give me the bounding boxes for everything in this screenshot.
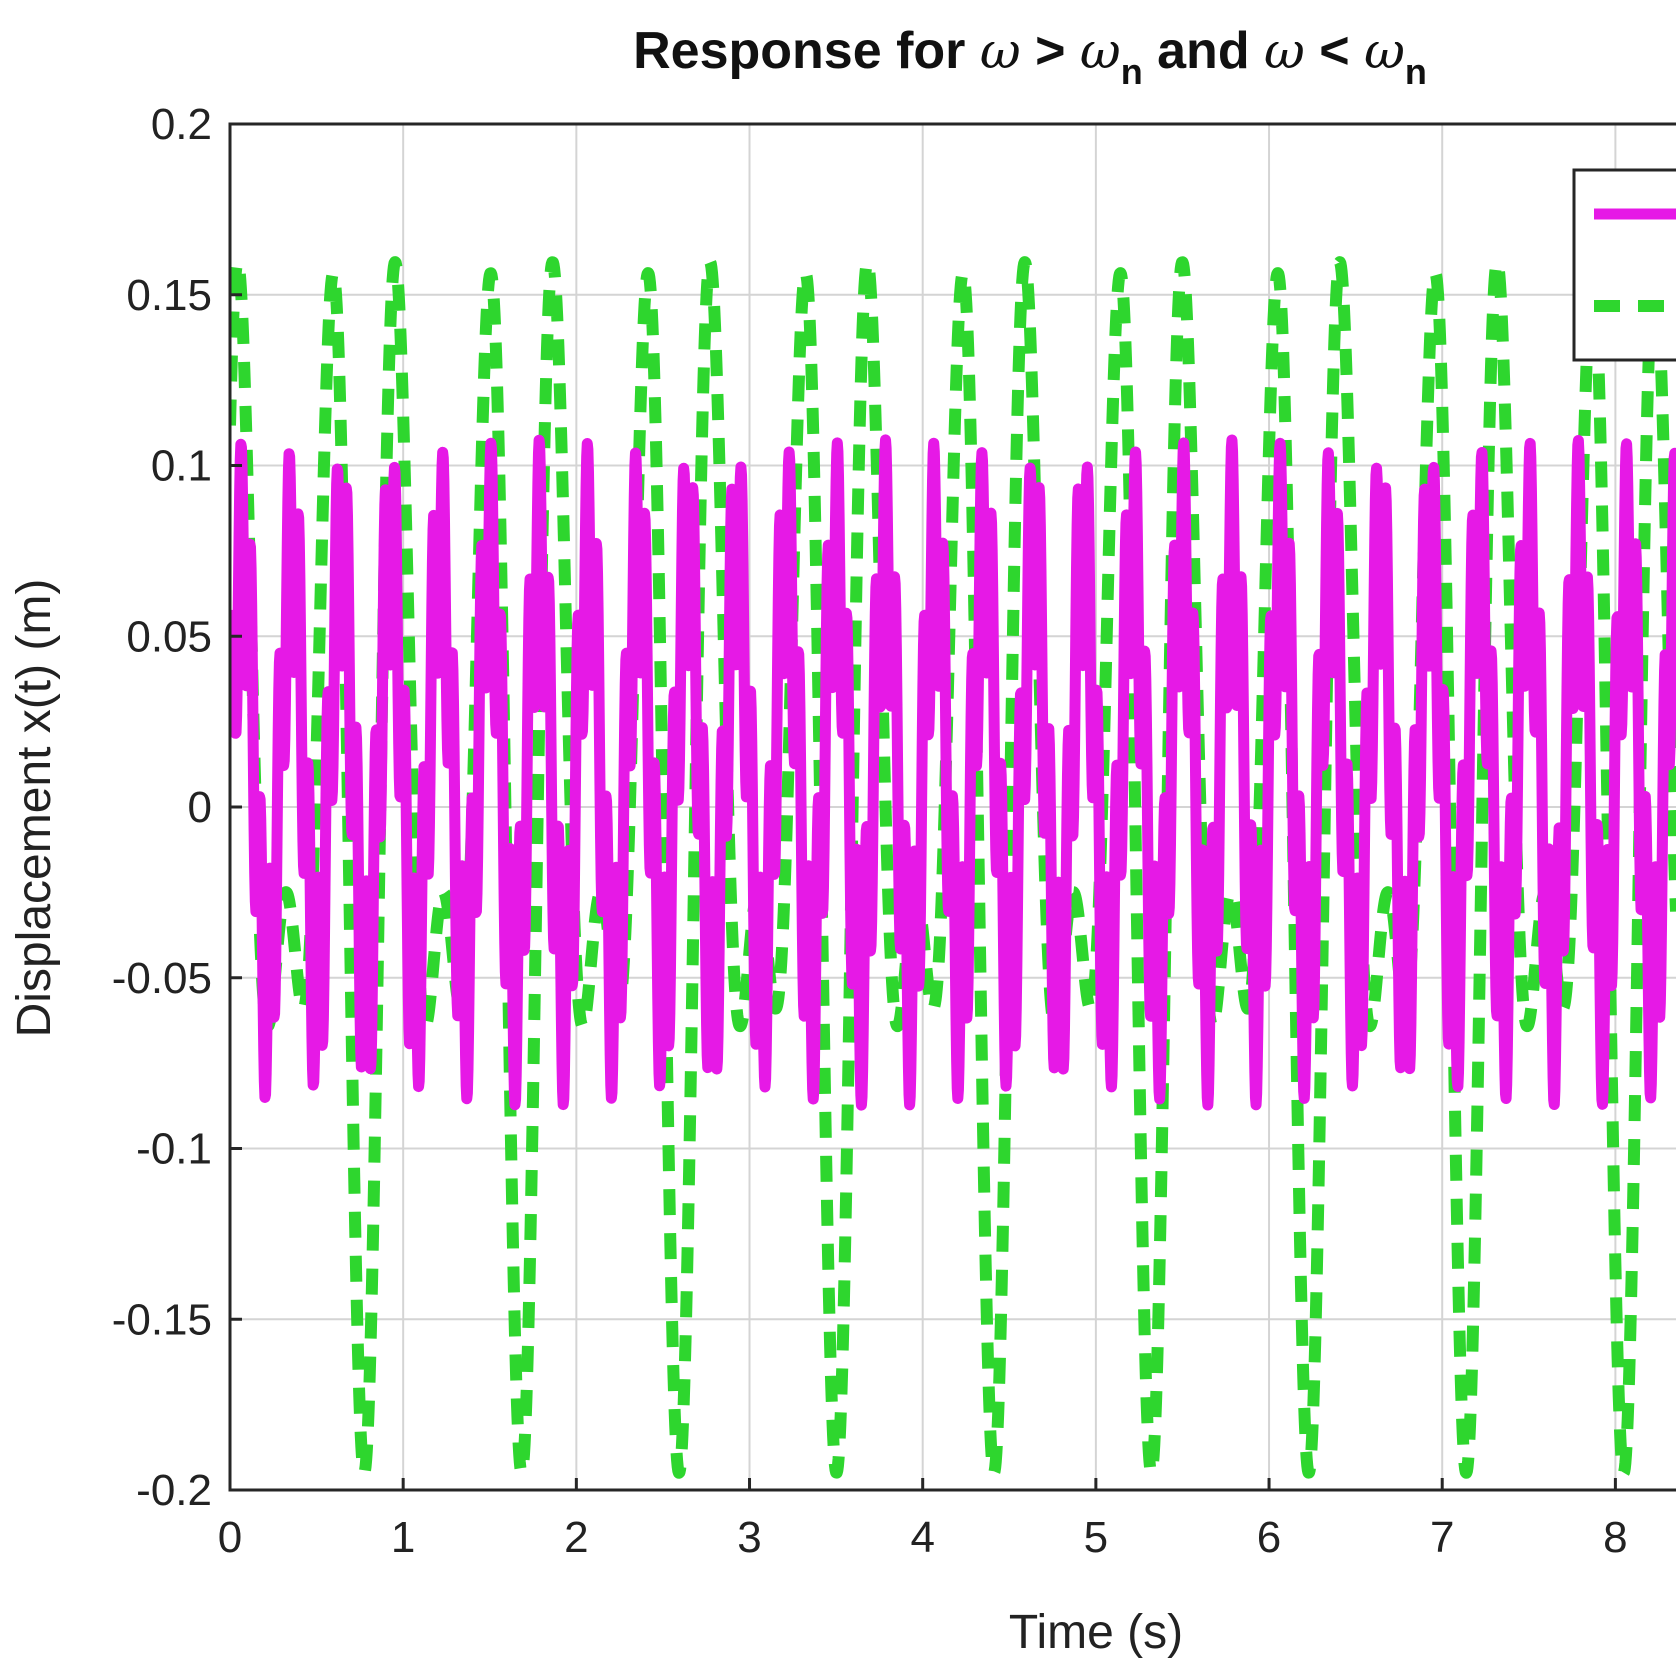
x-tick-label: 4: [910, 1513, 934, 1562]
series-line-omega-above-wn: [230, 434, 1676, 1111]
x-tick-label: 8: [1603, 1513, 1627, 1562]
title-and: and: [1143, 22, 1264, 80]
title-sub-n2: n: [1405, 51, 1427, 92]
title-omega: ω: [980, 22, 1021, 80]
legend-box: [1572, 168, 1676, 362]
x-tick-label: 6: [1257, 1513, 1281, 1562]
y-tick-label: 0: [188, 783, 212, 832]
chart-title-text: Response for ω > ωn and ω < ωn: [633, 22, 1427, 92]
title-omega-n2: ω: [1364, 22, 1405, 80]
x-tick-label: 7: [1430, 1513, 1454, 1562]
y-tick-label: 0.2: [151, 100, 212, 149]
x-axis: 0 1 2 3 4 5 6 7 8: [218, 1478, 1628, 1562]
y-tick-label: 0.1: [151, 442, 212, 491]
x-tick-label: 1: [391, 1513, 415, 1562]
y-tick-label: -0.2: [136, 1466, 212, 1515]
y-axis: -0.2 -0.15 -0.1 -0.05 0 0.05 0.1 0.15 0.2: [112, 100, 242, 1515]
y-tick-label: -0.1: [136, 1125, 212, 1174]
title-sub-n: n: [1121, 51, 1143, 92]
title-gt: >: [1021, 22, 1080, 80]
chart-title: Response for ω > ωn and ω < ωn: [633, 22, 1427, 92]
y-axis-label: Displacement x(t) (m): [8, 579, 61, 1038]
y-tick-label: -0.05: [112, 954, 212, 1003]
title-omega2: ω: [1264, 22, 1305, 80]
title-lt: <: [1305, 22, 1364, 80]
y-tick-label: 0.15: [126, 271, 212, 320]
legend: ω > ωnω < ωn: [1572, 168, 1676, 362]
x-tick-label: 2: [564, 1513, 588, 1562]
y-tick-label: 0.05: [126, 612, 212, 661]
x-tick-label: 3: [737, 1513, 761, 1562]
x-axis-label: Time (s): [1009, 1606, 1183, 1659]
plot-area: [230, 256, 1676, 1479]
y-tick-label: -0.15: [112, 1295, 212, 1344]
series-group: [230, 256, 1676, 1479]
title-omega-n: ω: [1080, 22, 1121, 80]
x-tick-label: 0: [218, 1513, 242, 1562]
x-tick-label: 5: [1084, 1513, 1108, 1562]
title-prefix: Response for: [633, 22, 980, 80]
